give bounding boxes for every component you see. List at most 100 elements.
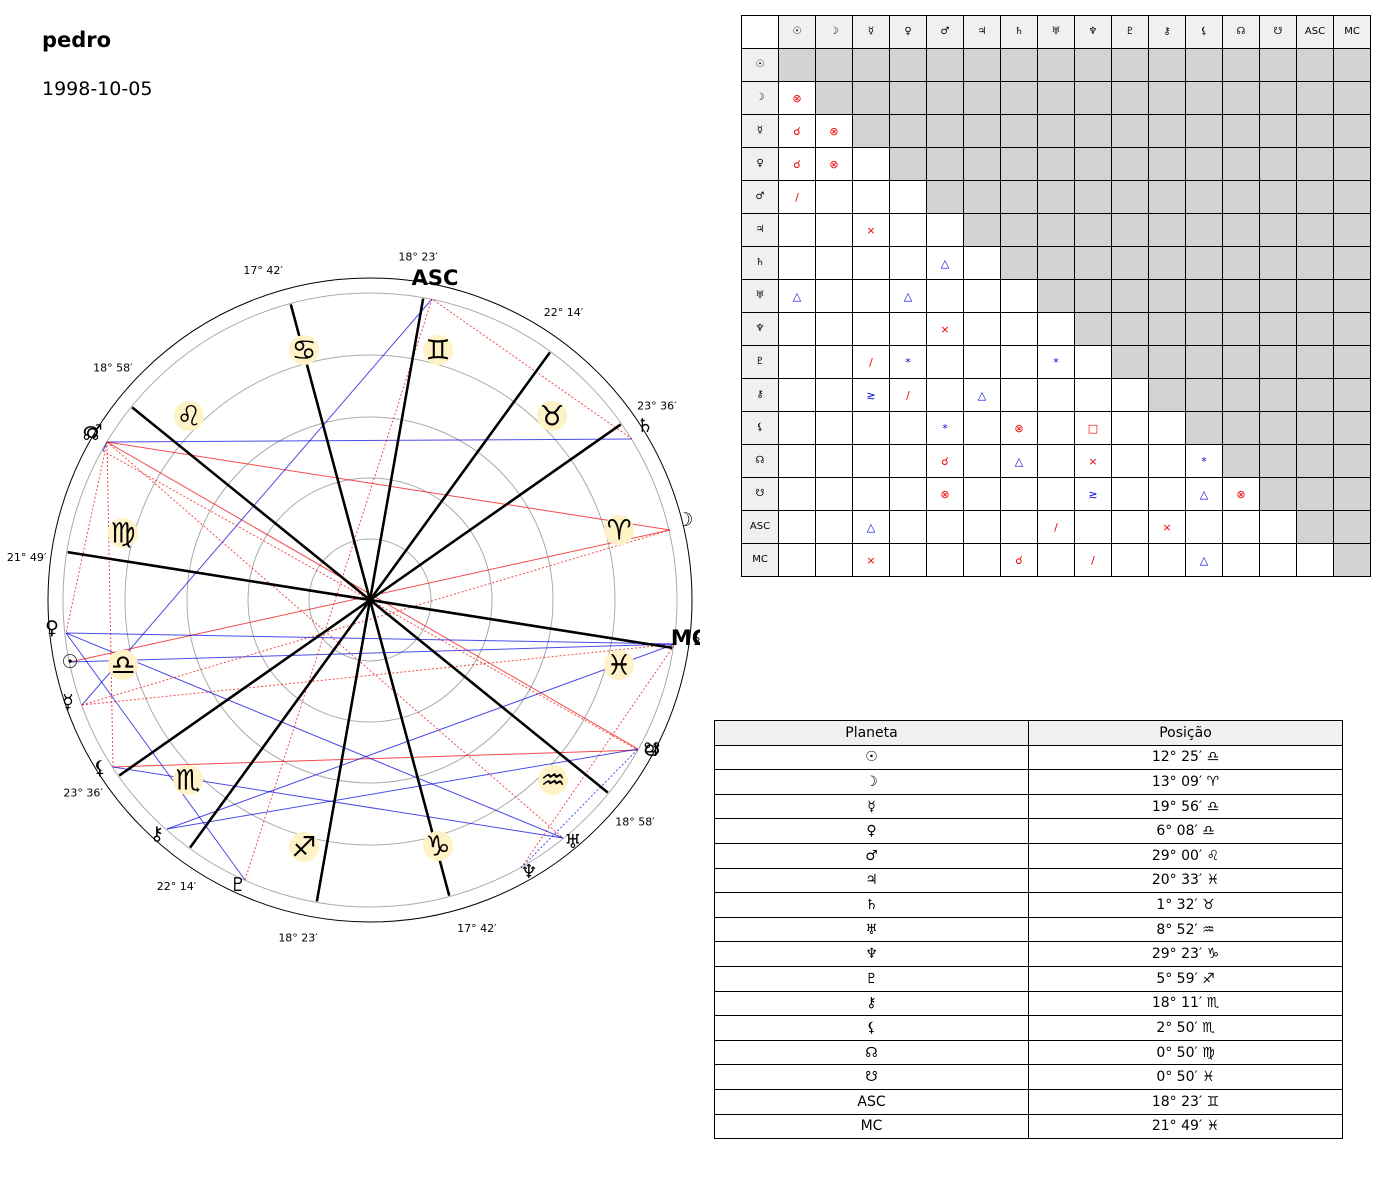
aspect-line xyxy=(106,441,114,768)
grid-cell xyxy=(1111,477,1149,511)
grid-cell-empty xyxy=(1148,345,1186,379)
sign-highlight xyxy=(289,335,319,365)
position-cell: 18° 23′ ♊ xyxy=(1028,1088,1343,1115)
planet-cell: ♇ xyxy=(714,965,1029,992)
virgo-sign-icon: ♍ xyxy=(110,517,135,550)
grid-cell-empty xyxy=(963,147,1001,181)
grid-cell-empty xyxy=(1000,114,1038,148)
grid-cell xyxy=(889,312,927,346)
grid-cell-empty xyxy=(1222,114,1260,148)
planet-positions-table: Planeta Posição ☉ 12° 25′ ♎ ☽ 13° 09′ ♈ ☿ 19°… xyxy=(714,720,1343,1140)
grid-cell-empty xyxy=(1000,246,1038,280)
grid-cell-empty xyxy=(1111,312,1149,346)
grid-cell-empty xyxy=(1074,114,1112,148)
grid-cell xyxy=(1148,411,1186,445)
cusp-degree-label: 18° 23′ xyxy=(278,931,318,944)
table-row: ☊ 0° 50′ ♍ xyxy=(714,1039,1343,1066)
grid-cell-empty xyxy=(1296,312,1334,346)
cusp-degree-label: 22° 14′ xyxy=(544,306,584,319)
grid-cell-empty xyxy=(1037,246,1075,280)
grid-cell-empty xyxy=(1259,48,1297,82)
grid-cell xyxy=(815,213,853,247)
grid-cell-empty xyxy=(1185,312,1223,346)
grid-cell xyxy=(1074,510,1112,544)
grid-cell-empty xyxy=(963,81,1001,115)
grid-cell xyxy=(1148,543,1186,577)
grid-cell xyxy=(1000,312,1038,346)
grid-cell-empty xyxy=(889,114,927,148)
grid-cell: / xyxy=(1074,543,1112,577)
grid-row: ☋ ⊗ ≳ △ ⊗ xyxy=(741,477,1371,511)
grid-row-header: ♇ xyxy=(741,345,779,379)
table-row: ♇ 5° 59′ ♐ xyxy=(714,965,1343,992)
grid-cell xyxy=(889,510,927,544)
uranus-icon: ♅ xyxy=(564,831,581,853)
grid-cell xyxy=(926,213,964,247)
grid-cell: / xyxy=(889,378,927,412)
aspect-line xyxy=(166,748,639,830)
grid-cell-empty xyxy=(1148,48,1186,82)
grid-cell xyxy=(1111,510,1149,544)
grid-cell xyxy=(889,180,927,214)
grid-cell-empty xyxy=(1222,246,1260,280)
grid-cell xyxy=(963,279,1001,313)
grid-cell-empty xyxy=(889,48,927,82)
grid-cell: △ xyxy=(852,510,890,544)
grid-cell xyxy=(815,477,853,511)
grid-cell xyxy=(852,246,890,280)
position-cell: 0° 50′ ♓ xyxy=(1028,1064,1343,1090)
grid-cell xyxy=(889,444,927,478)
grid-cell-empty xyxy=(1296,477,1334,511)
grid-cell-empty xyxy=(1296,279,1334,313)
grid-cell-empty xyxy=(1074,246,1112,280)
position-cell: 5° 59′ ♐ xyxy=(1028,965,1343,992)
grid-cell xyxy=(778,543,816,577)
grid-cell-empty xyxy=(1333,246,1371,280)
grid-cell xyxy=(852,477,890,511)
grid-cell-empty xyxy=(1074,279,1112,313)
sign-highlight xyxy=(173,765,203,795)
grid-cell-empty xyxy=(1148,246,1186,280)
grid-cell-empty xyxy=(1074,48,1112,82)
grid-cell xyxy=(963,444,1001,478)
grid-cell: △ xyxy=(889,279,927,313)
grid-cell: * xyxy=(926,411,964,445)
grid-col-header: ASC xyxy=(1296,15,1334,49)
grid-cell-empty xyxy=(1333,81,1371,115)
grid-cell-empty xyxy=(1259,279,1297,313)
grid-cell-empty xyxy=(1296,411,1334,445)
grid-cell-empty xyxy=(1259,312,1297,346)
grid-cell xyxy=(815,444,853,478)
grid-cell: ⊗ xyxy=(778,81,816,115)
grid-cell-empty xyxy=(1222,444,1260,478)
grid-cell-empty xyxy=(963,114,1001,148)
grid-cell-empty xyxy=(926,48,964,82)
grid-row-header: ASC xyxy=(741,510,779,544)
libra-sign-icon: ♎ xyxy=(110,649,135,682)
grid-row: ♂ / xyxy=(741,180,1371,214)
aspect-line xyxy=(65,632,564,839)
grid-cell xyxy=(778,345,816,379)
grid-cell xyxy=(1037,411,1075,445)
grid-cell-empty xyxy=(1222,312,1260,346)
grid-cell-empty xyxy=(1000,81,1038,115)
grid-cell xyxy=(1222,510,1260,544)
planet-cell: ♄ xyxy=(714,892,1029,918)
grid-cell xyxy=(1000,345,1038,379)
table-row: ⚷ 18° 11′ ♏ xyxy=(714,990,1343,1017)
grid-cell-empty xyxy=(1333,279,1371,313)
aspect-line xyxy=(69,643,676,663)
grid-row: ⚷ ≳ / △ xyxy=(741,378,1371,412)
aquarius-sign-icon: ♒ xyxy=(540,764,565,797)
wheel-outer-ring xyxy=(47,277,693,923)
grid-cell-empty xyxy=(1148,180,1186,214)
grid-cell xyxy=(815,378,853,412)
grid-cell xyxy=(1222,543,1260,577)
grid-col-header: ⚷ xyxy=(1148,15,1186,49)
grid-cell-empty xyxy=(1037,279,1075,313)
grid-cell xyxy=(1111,378,1149,412)
sagittarius-sign-icon: ♐ xyxy=(291,831,316,864)
grid-cell xyxy=(963,246,1001,280)
planet-cell: ♂ xyxy=(714,842,1029,869)
grid-cell-empty xyxy=(1148,114,1186,148)
